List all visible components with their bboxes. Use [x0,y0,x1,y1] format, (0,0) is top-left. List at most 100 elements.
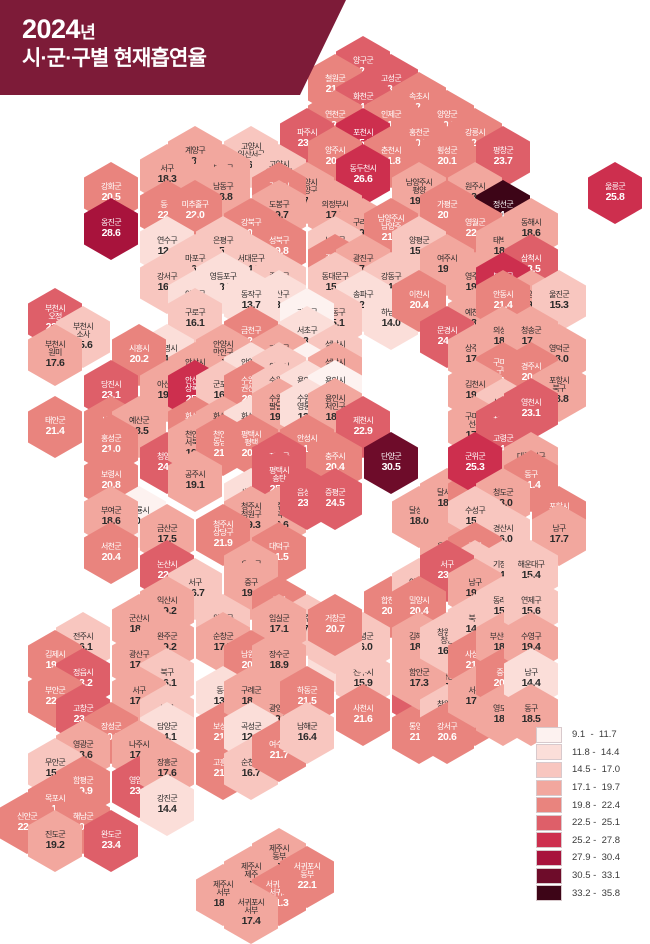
region-name: 청주시 청원구 [241,501,262,520]
region-name: 당진시 [101,380,122,390]
region-name: 춘천시 [381,146,402,156]
region-name: 동해시 [521,218,542,228]
region-value: 23.1 [521,407,541,420]
region-name: 강서구 [437,722,458,732]
region-name: 문경시 [437,326,458,336]
region-hex[interactable]: 공주시 19.1 [168,450,222,512]
region-hex[interactable]: 부천시 소사 15.6 [56,306,110,368]
region-value: 17.2 [521,335,541,348]
region-value: 21.6 [353,713,373,726]
region-value: 18.8 [213,191,233,204]
region-name: 평택시 송탄 [269,465,290,484]
region-name: 구미시 구미 [493,357,514,376]
region-value: 24.0 [493,443,513,456]
region-value: 16.7 [185,587,205,600]
region-value: 16.0 [493,533,513,546]
region-name: 옹진군 [101,218,122,228]
region-name: 양평군 [409,236,430,246]
region-value: 18.9 [241,695,261,708]
region-value: 16.1 [185,317,205,330]
region-name: 고령군 [493,434,514,444]
region-value: 15.0 [213,245,233,258]
legend-row: 14.5 - 17.0 [536,761,620,779]
region-value: 21.7 [269,749,289,762]
region-name: 김천시 [465,380,486,390]
region-name: 계양구 [185,146,206,156]
region-name: 연수구 [157,236,178,246]
region-value: 22.2 [465,227,485,240]
region-value: 10.3 [129,515,149,528]
region-name: 남동구 [213,182,234,192]
region-value: 17.8 [465,695,485,708]
region-value: 20.2 [129,353,149,366]
region-name: 속초시 [409,92,430,102]
region-value: 16.4 [241,159,261,172]
region-value: 17.4 [241,915,261,928]
region-value: 19.2 [409,195,429,208]
region-name: 평창군 [493,146,514,156]
region-value: 19.2 [465,389,485,402]
region-hex[interactable]: 울릉군 25.8 [588,162,642,224]
region-value: 16.1 [73,641,93,654]
region-value: 18.6 [409,641,429,654]
region-name: 구미시 선산 [465,411,486,430]
region-value: 18.0 [493,497,513,510]
region-name: 여수시 [269,740,290,750]
region-value: 19.4 [465,587,485,600]
region-value: 21.4 [493,299,513,312]
region-value: 19.4 [521,299,541,312]
region-value: 15.6 [325,281,345,294]
region-name: 남양주시 남양주 [377,213,405,232]
region-value: 25.7 [353,137,373,150]
region-name: 대덕구 [269,542,290,552]
region-value: 23.4 [437,569,457,582]
region-value: 18.9 [465,317,485,330]
region-hex[interactable]: 단양군 30.5 [364,432,418,494]
region-value: 21.9 [213,537,233,550]
region-value: 17.6 [45,357,65,370]
region-value: 18.0 [549,353,569,366]
region-name: 사천시 [353,704,374,714]
legend-row: 9.1 - 11.7 [536,726,620,744]
region-value: 20.4 [409,299,429,312]
region-name: 성북구 [269,236,290,246]
region-name: 인제군 [381,110,402,120]
region-value: 19.3 [241,519,261,532]
region-value: 21.5 [269,551,289,564]
region-name: 공주시 [185,470,206,480]
legend-swatch [536,885,562,902]
region-name: 강서구 [157,272,178,282]
region-value: 21.0 [101,443,121,456]
region-name: 서대문구 [237,254,265,264]
region-value: 14.5 [241,263,261,276]
region-name: 북구 [160,668,174,678]
region-name: 아산시 [157,380,178,390]
region-hex[interactable]: 군위군 25.3 [448,432,502,494]
region-name: 김해시 [409,632,430,642]
region-name: 거창군 [325,614,346,624]
region-value: 16.4 [437,645,457,658]
region-value: 13.7 [241,299,261,312]
region-hex[interactable]: 태안군 21.4 [28,396,82,458]
legend-row: 33.2 - 35.8 [536,884,620,902]
region-name: 증평군 [325,488,346,498]
legend-swatch [536,744,562,761]
legend-row: 17.1 - 19.7 [536,779,620,797]
region-name: 완주군 [157,632,178,642]
region-value: 17.3 [409,677,429,690]
region-value: 19.9 [73,785,93,798]
region-value: 18.0 [409,515,429,528]
region-name: 동래구 [493,596,514,606]
region-value: 18.5 [325,411,345,424]
region-name: 영주시 [465,272,486,282]
region-name: 고흥군 [213,758,234,768]
region-value: 18.1 [185,155,205,168]
region-name: 마포구 [185,254,206,264]
region-value: 20.7 [241,447,261,460]
region-name: 보성군 [213,722,234,732]
region-hex[interactable]: 부천시 원미 17.6 [28,324,82,386]
region-value: 19.1 [353,227,373,240]
region-name: 광진구 [353,254,374,264]
region-value: 18.5 [493,713,513,726]
region-value: 18.3 [157,173,177,186]
